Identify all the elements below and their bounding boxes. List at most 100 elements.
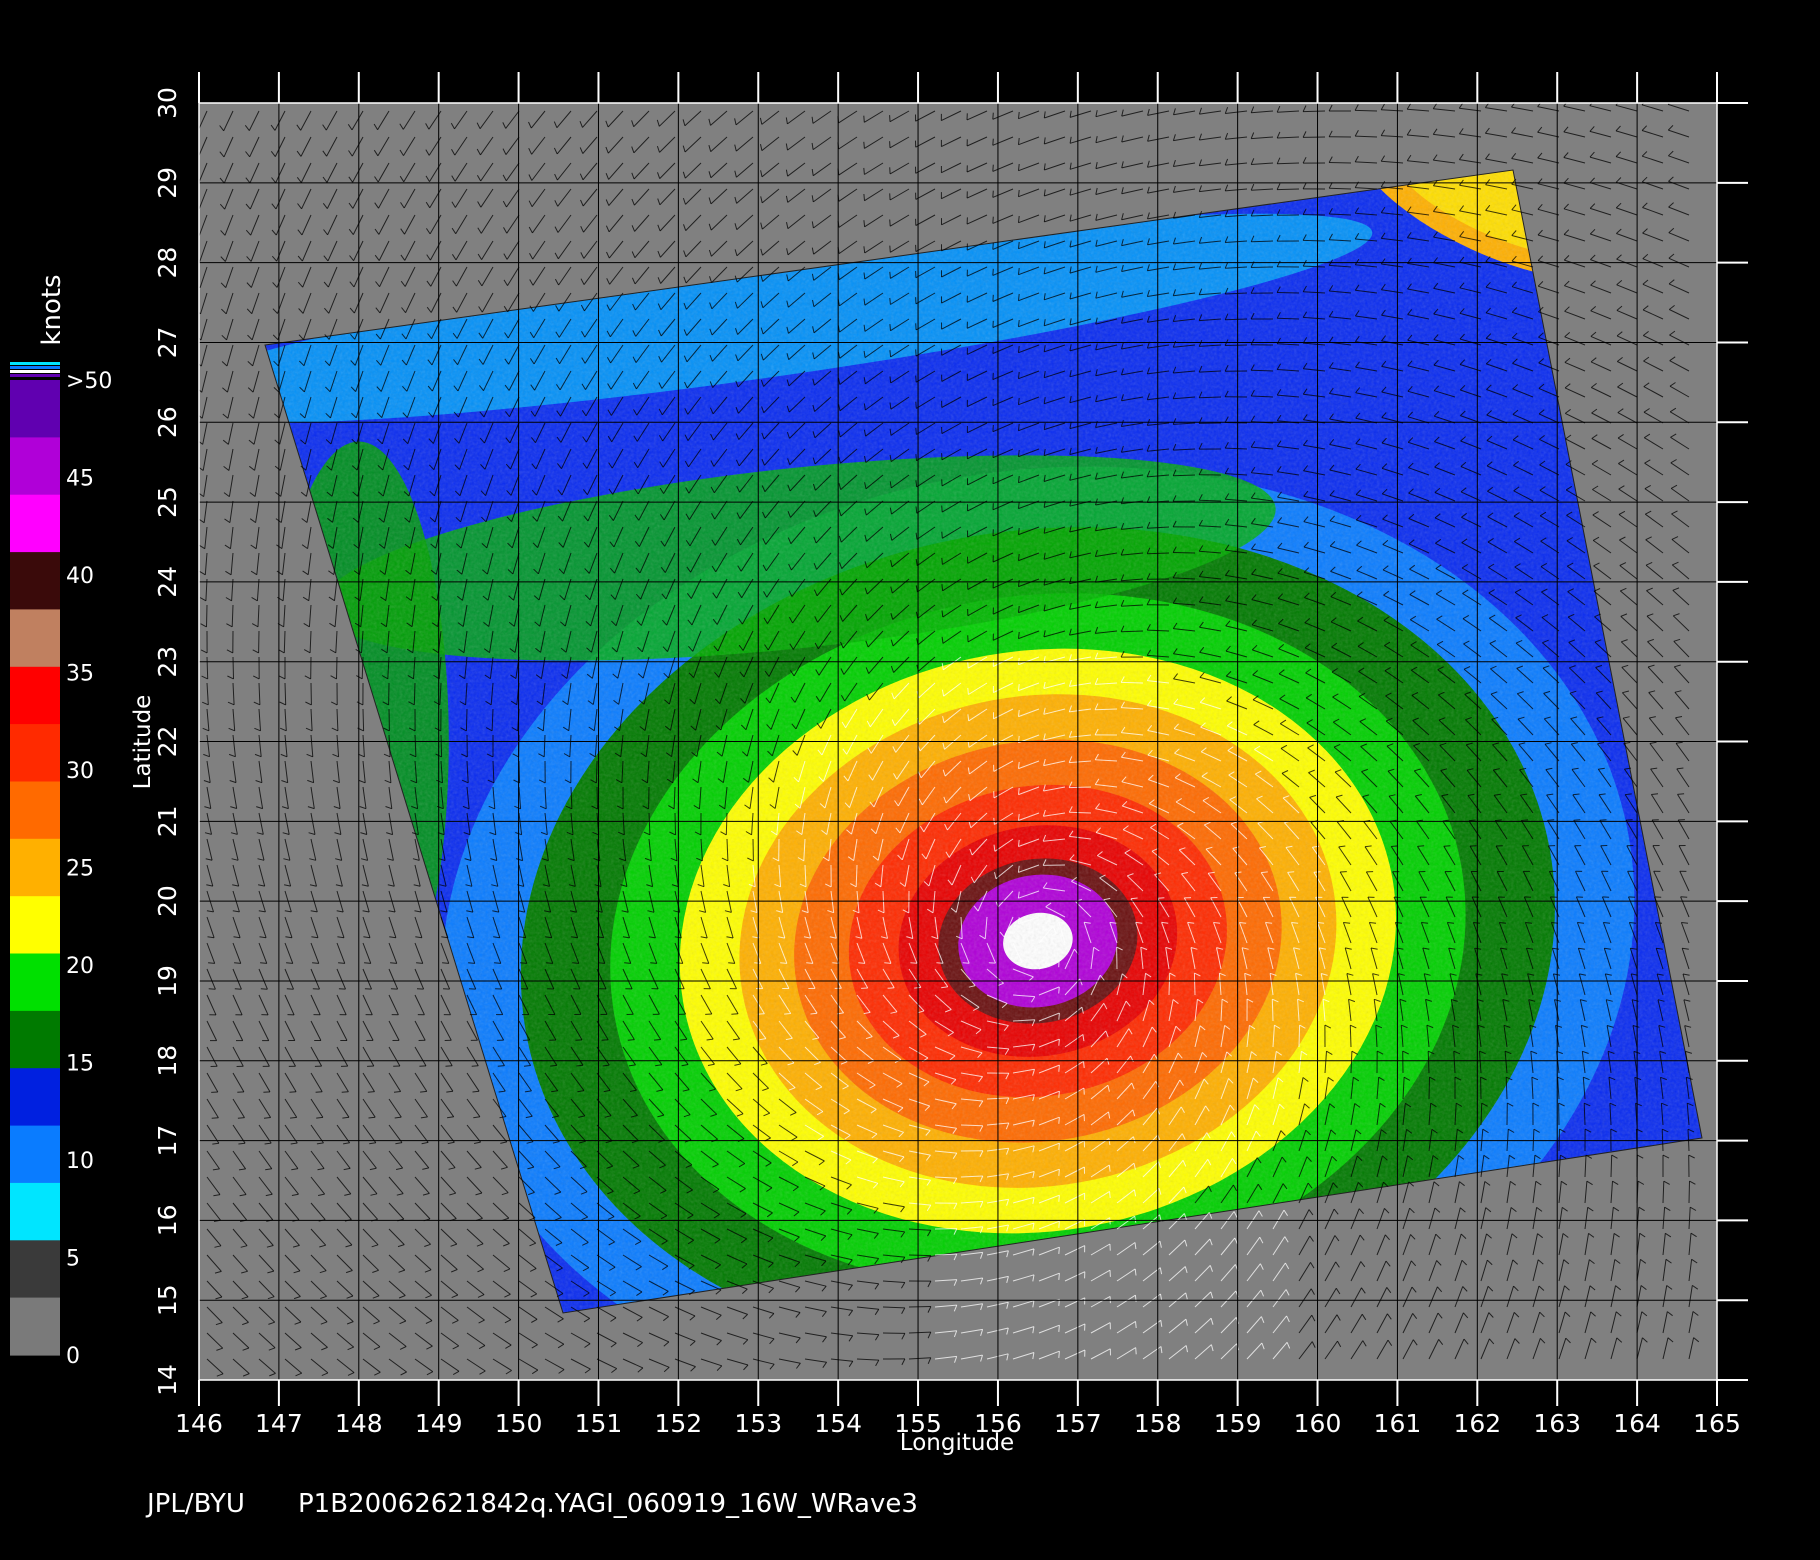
wind-barb-feather	[896, 1083, 903, 1088]
wind-barb-feather	[1018, 267, 1020, 275]
wind-barb-feather	[1608, 1076, 1616, 1081]
wind-barb	[984, 916, 988, 939]
wind-barb-feather	[1514, 563, 1521, 568]
wind-barb	[1620, 641, 1638, 658]
wind-barb	[1194, 1025, 1201, 1048]
wind-barb-feather	[503, 253, 508, 260]
wind-barb-feather	[1331, 667, 1338, 673]
wind-barb-feather	[787, 1062, 795, 1066]
wind-barb	[570, 1072, 585, 1091]
wind-barb	[1445, 896, 1456, 918]
wind-barb-feather	[1434, 436, 1440, 442]
wind-barb	[1420, 922, 1430, 944]
wind-barb-feather	[1018, 163, 1020, 171]
wind-barb-feather	[404, 543, 411, 549]
wind-barb-feather	[1158, 1161, 1162, 1169]
wind-barb-feather	[1018, 761, 1020, 769]
wind-barb-feather	[1617, 382, 1624, 388]
wind-barb	[622, 864, 628, 887]
wind-barb	[1667, 103, 1690, 112]
wind-barb	[1500, 947, 1508, 970]
wind-barb-feather	[1407, 411, 1413, 418]
wind-barb-feather	[1095, 524, 1098, 531]
wind-barb	[534, 396, 546, 417]
wind-barb	[310, 968, 320, 990]
wind-barb-feather	[1641, 176, 1648, 183]
wind-barb-feather	[425, 228, 431, 235]
wind-barb-feather	[467, 936, 474, 939]
wind-barb-feather	[1380, 1129, 1387, 1134]
wind-barb-feather	[660, 566, 666, 573]
wind-barb	[1642, 155, 1664, 164]
wind-barb-feather	[1539, 511, 1547, 517]
wind-barb	[466, 994, 478, 1015]
wind-barb	[960, 1200, 983, 1204]
wind-barb-feather	[349, 255, 354, 262]
wind-barb	[812, 136, 832, 151]
wind-barb	[1453, 1051, 1456, 1074]
wind-barb-feather	[425, 175, 430, 182]
wind-barb	[1355, 264, 1378, 268]
wind-barb	[562, 500, 572, 522]
wind-barb	[206, 864, 214, 887]
wind-barb	[1592, 514, 1612, 528]
wind-barb	[915, 240, 936, 253]
wind-barb	[1121, 370, 1144, 376]
wind-barb	[1414, 795, 1430, 814]
wind-barb-feather	[1147, 160, 1150, 168]
wind-barb	[284, 864, 292, 887]
wind-barb	[1381, 109, 1404, 112]
wind-barb-feather	[1069, 318, 1072, 325]
wind-barb-feather	[1486, 384, 1492, 390]
wind-barb-feather	[1466, 742, 1473, 746]
wind-barb-feather	[485, 727, 493, 732]
wind-barb-feather	[1172, 185, 1176, 193]
wind-barb-feather	[1042, 834, 1047, 842]
wind-barb	[1324, 1182, 1334, 1204]
wind-barb-feather	[967, 661, 969, 669]
wind-barb-feather	[581, 383, 586, 390]
wind-barb	[1251, 214, 1274, 217]
wind-barb-feather	[1642, 331, 1649, 336]
wind-barb-feather	[838, 430, 841, 438]
wind-barb	[1154, 874, 1170, 892]
wind-barb	[228, 448, 234, 471]
wind-barb	[787, 240, 806, 256]
wind-barb	[1277, 598, 1300, 606]
wind-barb	[622, 838, 627, 861]
wind-barb-feather	[1670, 484, 1678, 489]
wind-barb-feather	[350, 386, 357, 392]
wind-barb	[232, 1150, 247, 1170]
wind-barb	[1376, 1103, 1381, 1126]
wind-barb-feather	[1403, 1076, 1411, 1081]
wind-barb	[432, 422, 442, 444]
wind-barb	[1043, 887, 1066, 892]
wind-barb	[466, 1098, 481, 1117]
wind-barb-feather	[533, 595, 540, 601]
wind-barb	[326, 162, 338, 183]
wind-barb	[1490, 668, 1508, 684]
wind-barb-feather	[373, 149, 379, 157]
wind-barb	[1018, 448, 1040, 458]
wind-barb-feather	[941, 689, 945, 697]
wind-barb-feather	[581, 1216, 588, 1221]
wind-barb	[403, 188, 416, 209]
wind-barb	[466, 838, 472, 861]
wind-barb-feather	[1433, 411, 1440, 417]
wind-barb	[1142, 1187, 1160, 1204]
wind-barb	[1147, 162, 1170, 168]
wind-barb	[1121, 292, 1144, 298]
wind-barb-feather	[681, 1064, 689, 1067]
wind-barb-feather	[865, 640, 869, 648]
wind-barb-feather	[1225, 645, 1231, 652]
wind-barb	[206, 734, 210, 757]
wind-barb-feather	[1147, 724, 1153, 731]
wind-barb	[1200, 701, 1222, 710]
wind-barb	[384, 552, 390, 575]
wind-barb-feather	[579, 1166, 587, 1170]
wind-barb	[1434, 492, 1456, 502]
wind-barb-feather	[1517, 691, 1524, 695]
wind-barb	[995, 864, 1014, 880]
wind-barb	[1520, 820, 1534, 840]
wind-barb-feather	[224, 544, 231, 550]
